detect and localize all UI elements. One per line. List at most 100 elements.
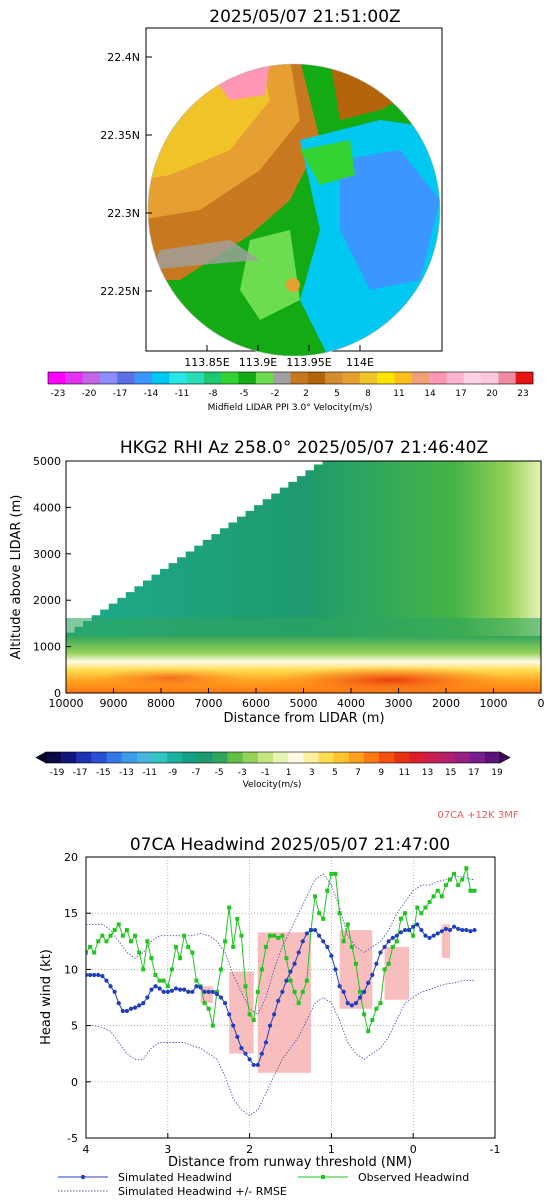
simulated-point xyxy=(341,989,346,994)
observed-point xyxy=(403,911,408,916)
rhi-y-tick-label: 4000 xyxy=(33,501,61,514)
observed-point xyxy=(280,933,285,938)
simulated-point xyxy=(247,1057,252,1062)
simulated-point xyxy=(108,984,113,989)
simulated-point xyxy=(312,927,318,933)
observed-point xyxy=(325,888,330,893)
simulated-point xyxy=(349,1003,354,1008)
simulated-point xyxy=(198,985,203,990)
ppi-lime-region xyxy=(240,230,300,320)
ppi-colorbar-cell xyxy=(411,372,430,384)
lon-tick-label: 113.9E xyxy=(239,356,277,369)
rhi-colorbar-cell xyxy=(454,752,471,763)
observed-point xyxy=(276,935,281,940)
simulated-point xyxy=(235,1034,240,1039)
rhi-y-tick-label: 1000 xyxy=(33,641,61,654)
rhi-green-band xyxy=(66,618,541,638)
observed-point xyxy=(173,944,178,949)
observed-point xyxy=(427,899,432,904)
observed-point xyxy=(235,916,240,921)
observed-point xyxy=(231,944,236,949)
rhi-colorbar-tick: -5 xyxy=(215,768,224,778)
observed-point xyxy=(194,978,199,983)
ppi-colorbar-tick: 20 xyxy=(486,389,498,399)
ppi-colorbar-cell xyxy=(134,372,153,384)
simulated-point xyxy=(141,1001,146,1006)
observed-point xyxy=(247,1012,252,1017)
rhi-colorbar-tick: 5 xyxy=(332,768,338,778)
simulated-point xyxy=(112,989,117,994)
ppi-light-green-region xyxy=(300,140,355,185)
simulated-point xyxy=(435,931,440,936)
rhi-title: HKG2 RHI Az 258.0° 2025/05/07 21:46:40Z xyxy=(120,438,488,458)
ppi-colorbar-cell xyxy=(307,372,326,384)
ppi-colorbar-cell xyxy=(429,372,447,384)
observed-point xyxy=(460,877,465,882)
observed-point xyxy=(472,888,477,893)
ppi-colorbar-cell xyxy=(342,372,361,384)
observed-point xyxy=(153,973,158,978)
rhi-colorbar-max-arrow xyxy=(499,751,511,764)
rhi-x-tick-label: 5000 xyxy=(290,697,318,710)
rhi-colorbar-cell xyxy=(257,752,274,763)
observed-point xyxy=(104,939,109,944)
simulated-point xyxy=(128,1006,134,1011)
observed-point xyxy=(133,933,138,938)
ppi-colorbar-cell xyxy=(273,372,291,384)
lon-tick-label: 113.95E xyxy=(286,356,331,369)
ppi-colorbar-cell xyxy=(394,372,413,384)
ppi-colorbar-tick: 23 xyxy=(517,389,528,399)
observed-point xyxy=(300,989,305,994)
simulated-point xyxy=(284,978,289,983)
observed-point xyxy=(210,1023,215,1028)
ppi-colorbar: -23 -20 -17 -14 -11 -8 -5 -2 2 5 8 11 14 17 20 23 xyxy=(47,371,534,399)
rhi-colorbar-cell xyxy=(303,752,319,763)
ppi-colorbar-cell xyxy=(498,372,516,384)
observed-point xyxy=(321,916,326,921)
ppi-colorbar-tick: 5 xyxy=(334,389,340,399)
observed-point xyxy=(398,916,403,921)
simulated-point xyxy=(374,961,379,966)
rhi-colorbar-tick: 17 xyxy=(468,768,479,778)
rhi-colorbar: -19 -17 -15 -13 -11 -9 -7 -5 -3 -1 1 3 5 7 9 11 13 15 17 19 xyxy=(35,751,511,778)
observed-point xyxy=(251,1017,256,1022)
flight-annotation: 07CA +12K 3MF xyxy=(437,810,519,821)
headwind-y-tick-label: 10 xyxy=(64,963,78,976)
simulated-point xyxy=(263,1040,269,1045)
rhi-colorbar-cell xyxy=(348,752,365,763)
headwind-x-tick-label: 3 xyxy=(164,1143,171,1156)
observed-point xyxy=(186,944,191,949)
ppi-colorbar-cell xyxy=(186,372,205,384)
ppi-colorbar-tick: 14 xyxy=(424,389,436,399)
observed-point xyxy=(214,989,219,994)
rhi-ylabel: Altitude above LIDAR (m) xyxy=(9,495,24,660)
legend-swatch-marker xyxy=(80,1174,86,1180)
observed-point xyxy=(259,967,264,972)
observed-point xyxy=(448,877,453,882)
rhi-colorbar-cell xyxy=(227,752,244,763)
rhi-colorbar-cell xyxy=(121,752,138,763)
simulated-point xyxy=(243,1051,248,1056)
observed-point xyxy=(157,978,162,983)
rhi-colorbar-cell xyxy=(151,752,168,763)
rhi-colorbar-tick: -7 xyxy=(191,768,200,778)
ppi-colorbar-cell xyxy=(203,372,222,384)
simulated-point xyxy=(194,984,199,989)
simulated-point xyxy=(407,927,412,933)
rhi-colorbar-tick: -19 xyxy=(50,768,65,778)
simulated-point xyxy=(96,972,101,978)
simulated-point xyxy=(431,933,436,938)
simulated-point xyxy=(86,972,89,978)
simulated-point xyxy=(104,978,109,983)
rhi-colorbar-border xyxy=(45,751,501,764)
simulated-point xyxy=(100,974,105,979)
observed-point xyxy=(333,871,338,876)
ppi-colorbar-cell xyxy=(446,372,465,384)
observed-point xyxy=(169,967,174,972)
simulated-point xyxy=(177,987,183,992)
ppi-colorbar-cell xyxy=(377,372,395,384)
simulated-point xyxy=(386,939,391,944)
headwind-x-tick-label: 2 xyxy=(246,1143,253,1156)
